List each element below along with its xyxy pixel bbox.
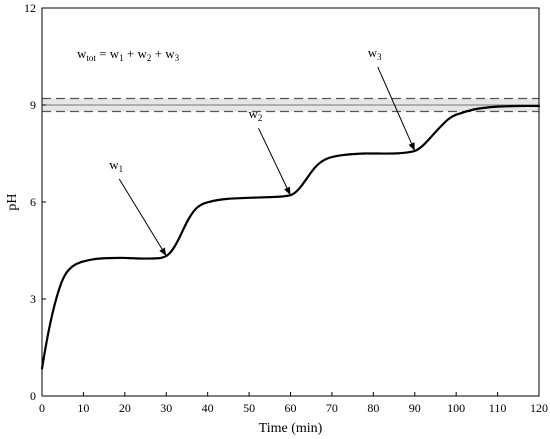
formula-term-1-sub: 1 — [119, 53, 124, 63]
formula-term-2-sub: 2 — [147, 53, 152, 63]
arrow-label-w3: w3 — [368, 45, 382, 62]
x-tick-label: 90 — [409, 401, 421, 415]
x-tick-label: 40 — [202, 401, 214, 415]
annotation-arrow-line — [118, 178, 163, 250]
y-tick-label: 6 — [30, 195, 36, 209]
arrow-label-sub: 2 — [258, 113, 263, 123]
formula-eq: = — [96, 46, 110, 61]
x-tick-label: 0 — [39, 401, 45, 415]
plot-area-frame — [41, 7, 540, 397]
formula-annotation: wtot = w1 + w2 + w3 — [77, 46, 180, 63]
y-tick-label: 12 — [24, 1, 36, 15]
x-axis-title: Time (min) — [259, 421, 323, 436]
annotation-arrowhead — [284, 186, 291, 196]
y-tick-label: 0 — [30, 389, 36, 403]
x-tick-label: 100 — [447, 401, 465, 415]
x-tick-label: 70 — [326, 401, 338, 415]
formula-lhs-sub: tot — [86, 53, 96, 63]
x-tick-label: 80 — [367, 401, 379, 415]
annotation-arrowhead — [408, 142, 415, 151]
arrow-label-w2: w2 — [249, 106, 263, 123]
x-tick-label: 110 — [489, 401, 507, 415]
formula-term-1: w — [110, 46, 120, 61]
arrow-label-sub: 3 — [377, 52, 382, 62]
x-tick-label: 120 — [530, 401, 548, 415]
formula-lhs: w — [77, 46, 87, 61]
y-axis-title: pH — [5, 193, 20, 210]
x-tick-label: 30 — [160, 401, 172, 415]
x-tick-label: 10 — [77, 401, 89, 415]
annotation-arrow-line — [258, 127, 288, 189]
annotation-arrowhead — [159, 247, 167, 256]
arrow-label-w1: w1 — [109, 157, 123, 174]
y-tick-label: 3 — [30, 292, 36, 306]
x-tick-label: 20 — [119, 401, 131, 415]
arrow-label-text: w — [249, 106, 259, 121]
x-tick-label: 60 — [285, 401, 297, 415]
arrow-label-sub: 1 — [119, 164, 124, 174]
y-tick-label: 9 — [30, 98, 36, 112]
arrow-label-text: w — [109, 157, 119, 172]
formula-plus-1: + — [124, 46, 138, 61]
formula-plus-2: + — [151, 46, 165, 61]
ph-series-line — [40, 104, 541, 370]
x-tick-label: 50 — [243, 401, 255, 415]
formula-term-3: w — [165, 46, 175, 61]
annotation-arrow-line — [377, 66, 412, 144]
arrow-label-text: w — [368, 45, 378, 60]
formula-term-2: w — [137, 46, 147, 61]
formula-term-3-sub: 3 — [175, 53, 180, 63]
